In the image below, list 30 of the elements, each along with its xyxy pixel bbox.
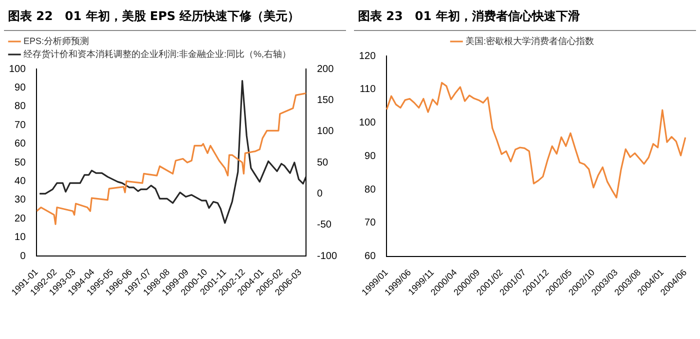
legend-label: 经存货计价和资本消耗调整的企业利润:非金融企业:同比（%,右轴） (24, 48, 292, 59)
y2-tick-label: 0 (316, 188, 323, 200)
chart-title: 图表 23 01 年初，消费者信心快速下滑 (354, 4, 696, 31)
y2-tick-label: 100 (316, 126, 334, 138)
y-tick-label: 40 (14, 176, 26, 187)
y2-tick-label: 200 (316, 64, 334, 75)
y-tick-label: 110 (360, 84, 376, 96)
legend-label: 美国:密歇根大学消费者信心指数 (466, 36, 594, 46)
y2-tick-label: -50 (316, 220, 332, 231)
y-tick-label: 10 (14, 232, 26, 244)
y-tick-label: 100 (8, 64, 26, 75)
y-tick-label: 60 (14, 138, 26, 150)
y2-tick-label: -100 (316, 250, 338, 262)
y-tick-label: 90 (14, 82, 26, 94)
y2-tick-label: 50 (316, 157, 329, 168)
y-tick-label: 100 (358, 118, 376, 129)
y-tick-label: 70 (364, 218, 376, 229)
y-tick-label: 20 (14, 213, 26, 224)
y-tick-label: 30 (14, 194, 26, 206)
y-tick-label: 70 (14, 120, 26, 131)
y2-tick-label: 150 (316, 94, 334, 106)
y-tick-label: 90 (364, 150, 376, 162)
chart-title: 图表 22 01 年初，美股 EPS 经历快速下修（美元） (4, 4, 346, 31)
legend-label: EPS:分析师预测 (24, 36, 90, 46)
y-tick-label: 60 (364, 251, 376, 262)
y-tick-label: 50 (14, 157, 26, 168)
y-tick-label: 80 (14, 101, 26, 112)
y-tick-label: 80 (364, 184, 376, 196)
y-tick-label: 120 (358, 50, 376, 62)
y-tick-label: 0 (20, 250, 26, 262)
